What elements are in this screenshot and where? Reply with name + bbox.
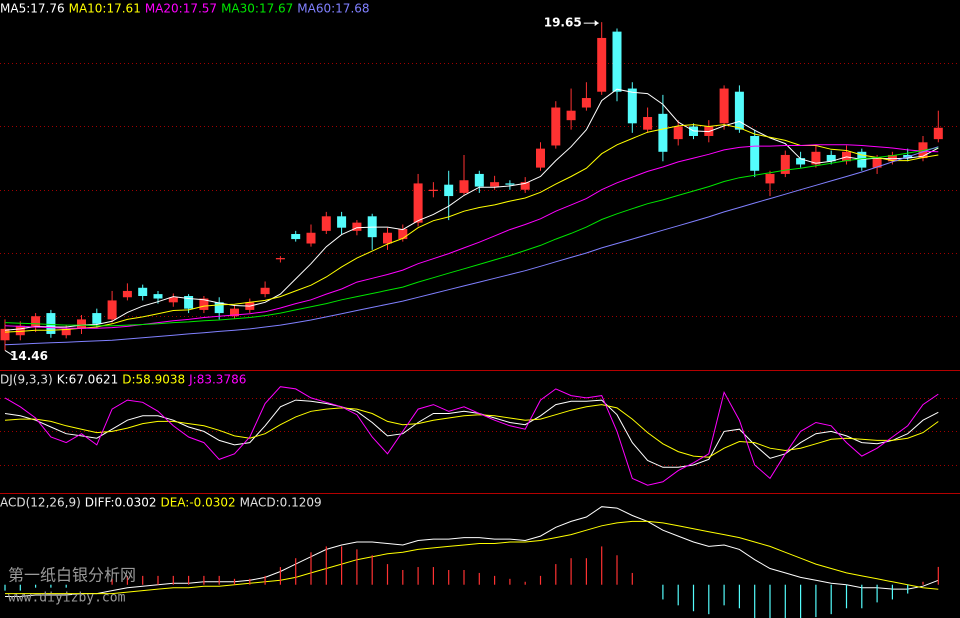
indicator-line [4, 404, 939, 458]
candle-body [199, 298, 209, 310]
max-label: 19.65 [544, 16, 582, 30]
candle-body [107, 300, 117, 320]
candle-body [398, 228, 408, 240]
candle-body [505, 183, 515, 185]
candle-body [138, 287, 148, 296]
candle-body [933, 127, 943, 140]
candle-body [826, 154, 836, 162]
candle-body [536, 148, 545, 168]
legend-item: MA20:17.57 [145, 2, 217, 16]
candle-body [383, 232, 392, 244]
indicator-line [4, 146, 939, 346]
candle-body [168, 297, 178, 303]
candle-body [581, 98, 591, 108]
legend-item: J:83.3786 [188, 373, 246, 387]
indicator-line [4, 146, 939, 327]
candle-body [719, 88, 729, 124]
candle-body [658, 113, 668, 152]
indicator-line [4, 88, 939, 331]
min-pointer [4, 349, 14, 356]
legend-item: DEA:-0.0302 [160, 496, 235, 510]
legend-item: D:58.9038 [122, 373, 185, 387]
candle-body [734, 91, 744, 130]
candle-body [15, 325, 25, 336]
candle-body [0, 328, 10, 341]
candle-body [352, 222, 362, 231]
candle-body [61, 328, 71, 336]
indicator-line [4, 144, 939, 329]
indicator-line [5, 520, 939, 595]
candle-body [291, 234, 301, 240]
candle-body [765, 173, 775, 184]
indicator-line [4, 399, 939, 468]
min-label: 14.46 [10, 349, 48, 363]
candle-body [750, 135, 760, 171]
legend-item: MACD:0.1209 [240, 496, 322, 510]
candle-body [92, 313, 102, 324]
candle-body [153, 294, 163, 299]
candle-body [321, 216, 331, 231]
candle-body [306, 232, 316, 244]
candle-body [872, 158, 882, 168]
watermark-url: www.diyizby.com [8, 591, 126, 606]
candle-body [77, 319, 86, 329]
candle-body [413, 183, 423, 223]
candle-body [566, 110, 576, 121]
candle-body [122, 290, 132, 298]
candle-body [444, 184, 454, 197]
candle-body [612, 31, 622, 92]
candle-body [337, 216, 347, 228]
candle-body [520, 182, 530, 190]
candle-body [627, 88, 637, 124]
candle-body [811, 151, 821, 165]
candle-body [459, 180, 469, 193]
candle-body [260, 287, 270, 295]
indicator-line [4, 124, 939, 333]
candle-body [428, 189, 438, 192]
legend-item: MA30:17.67 [221, 2, 293, 16]
legend-item: MA5:17.76 [0, 2, 65, 16]
candle-body [230, 308, 239, 317]
candle-body [597, 37, 607, 92]
legend-item: ACD(12,26,9) [0, 496, 81, 510]
watermark-name: 第一纸白银分析网 [8, 566, 136, 585]
indicator-line [5, 506, 939, 597]
candle-body [796, 158, 806, 165]
indicator-line [4, 386, 939, 486]
legend-item: DIFF:0.0302 [85, 496, 157, 510]
candle-body [643, 117, 653, 130]
candle-body [214, 302, 224, 314]
candle-body [551, 107, 561, 146]
legend-item: MA10:17.61 [69, 2, 141, 16]
candle-body [887, 154, 897, 162]
candle-body [275, 258, 285, 260]
candle-body [474, 173, 484, 187]
candle-body [184, 296, 194, 309]
legend-item: K:67.0621 [57, 373, 119, 387]
candle-body [31, 316, 41, 328]
legend-item: DJ(9,3,3) [0, 373, 53, 387]
candle-body [673, 126, 683, 140]
max-arrow-head [594, 20, 599, 27]
legend-item: MA60:17.68 [297, 2, 369, 16]
candle-body [490, 182, 500, 187]
candle-body [46, 313, 56, 334]
candle-body [780, 154, 790, 174]
